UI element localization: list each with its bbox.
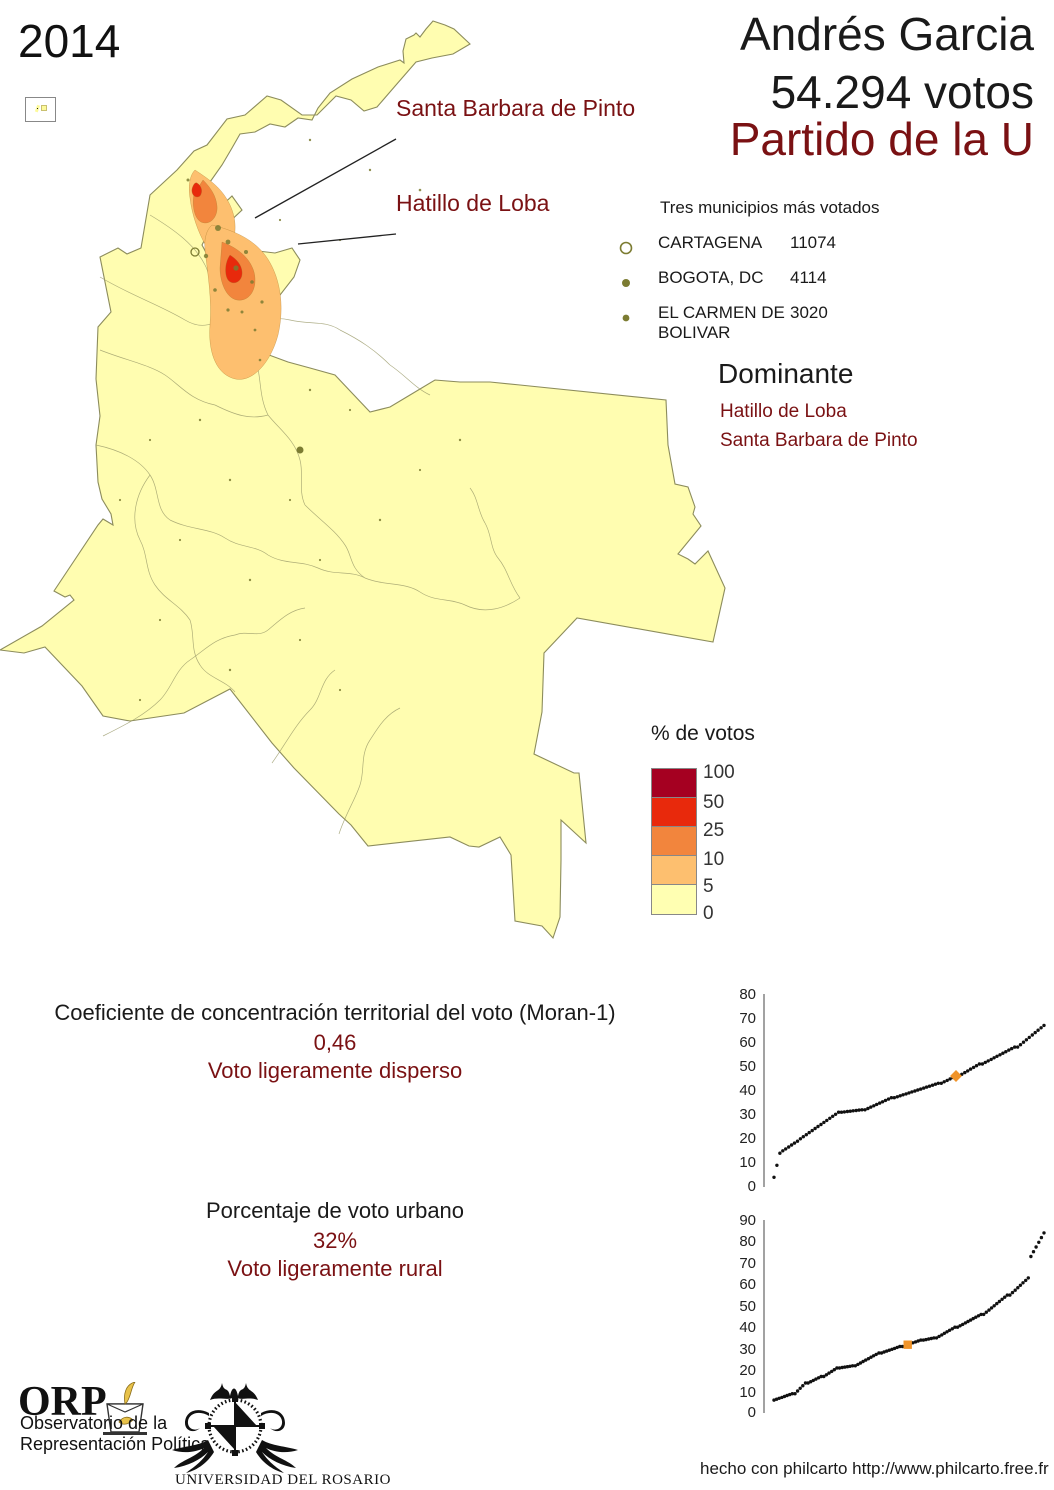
svg-text:60: 60 <box>739 1034 756 1051</box>
svg-text:70: 70 <box>739 1255 756 1272</box>
svg-text:10: 10 <box>739 1384 756 1401</box>
svg-text:30: 30 <box>739 1106 756 1123</box>
svg-text:20: 20 <box>739 1130 756 1147</box>
svg-text:30: 30 <box>739 1341 756 1358</box>
svg-text:60: 60 <box>739 1276 756 1293</box>
svg-text:40: 40 <box>739 1082 756 1099</box>
svg-text:10: 10 <box>739 1154 756 1171</box>
svg-text:40: 40 <box>739 1319 756 1336</box>
svg-text:70: 70 <box>739 1010 756 1027</box>
svg-text:0: 0 <box>748 1404 756 1421</box>
svg-text:20: 20 <box>739 1362 756 1379</box>
svg-text:90: 90 <box>739 1212 756 1229</box>
svg-text:50: 50 <box>739 1058 756 1075</box>
svg-text:80: 80 <box>739 986 756 1003</box>
svg-text:80: 80 <box>739 1233 756 1250</box>
svg-text:0: 0 <box>748 1178 756 1195</box>
svg-text:50: 50 <box>739 1298 756 1315</box>
